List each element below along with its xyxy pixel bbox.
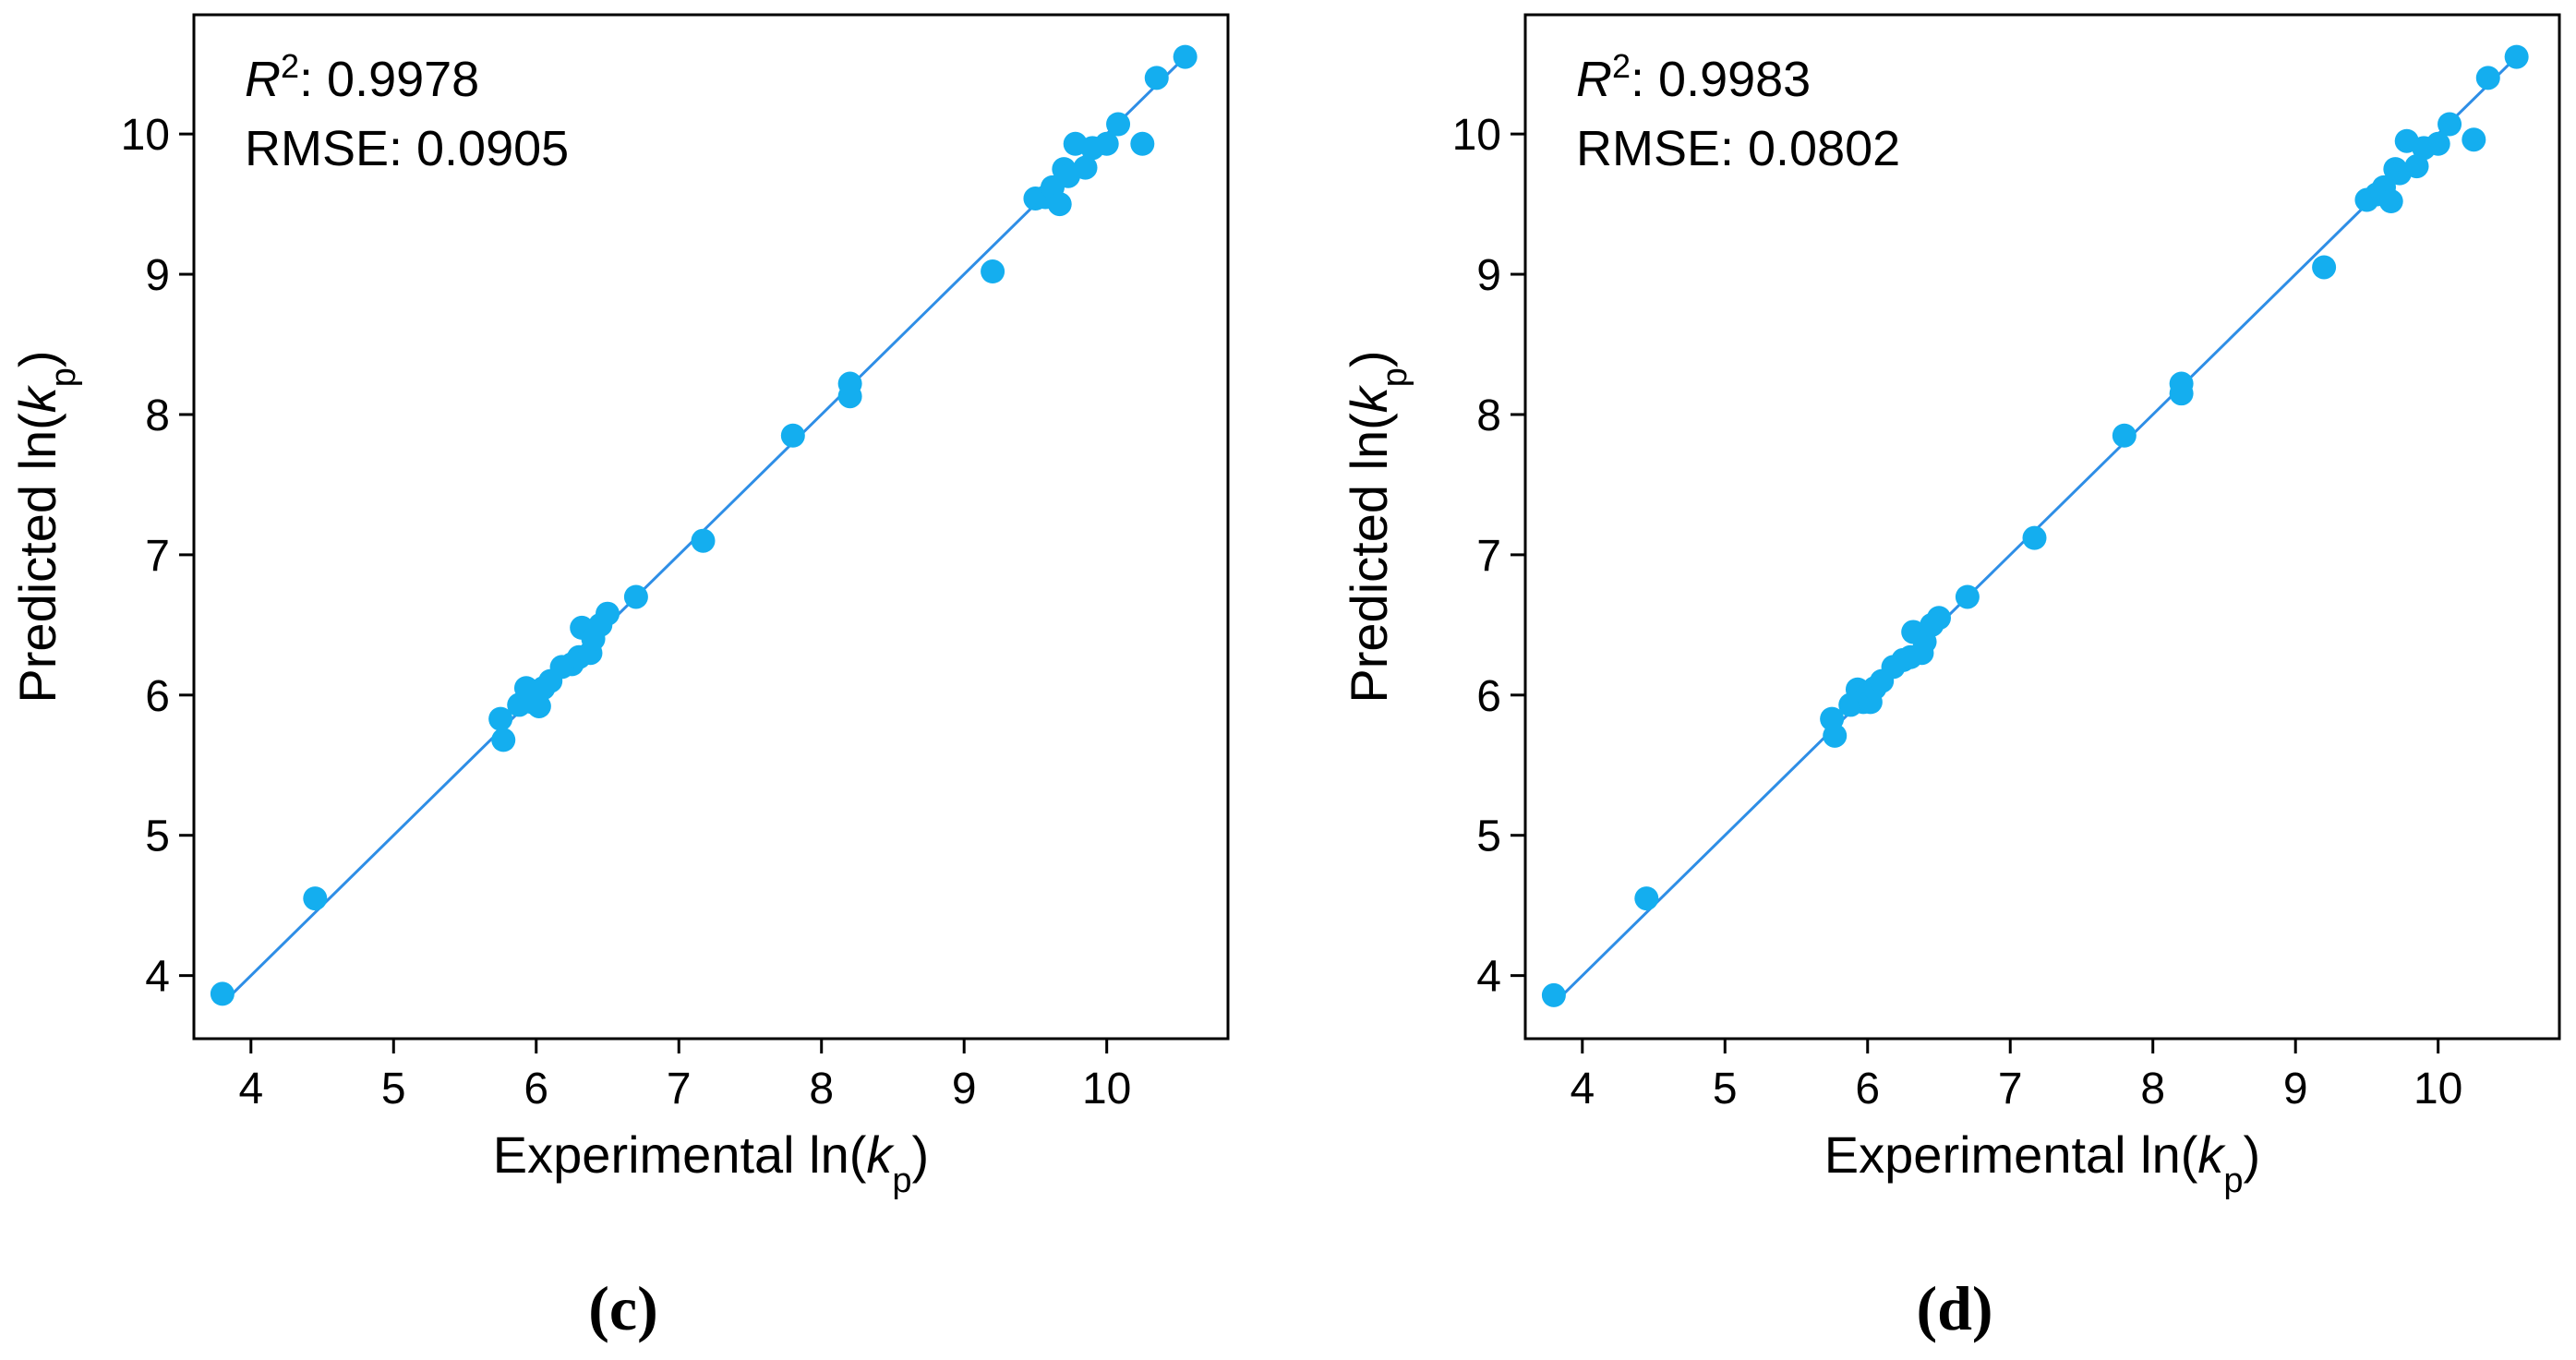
y-tick-label: 6 [145, 672, 170, 721]
rmse-annotation: RMSE: 0.0905 [245, 121, 569, 176]
x-tick-label: 5 [1713, 1065, 1738, 1113]
chart-panel-d: 4 5 6 7 8 9 10 4 5 6 7 8 9 10 R2: 0.9983 RMSE: 0.080… [1340, 13, 2561, 1343]
data-point [1634, 886, 1659, 911]
x-tick-label: 10 [2413, 1065, 2462, 1113]
data-point [2312, 255, 2337, 280]
x-axis-label: Experimental ln(kp) [493, 1125, 929, 1200]
panel-caption: (d) [1916, 1273, 1992, 1343]
data-point [303, 886, 328, 911]
data-point [2022, 525, 2047, 550]
y-tick-label: 5 [145, 812, 170, 861]
y-tick-label: 10 [1452, 111, 1501, 160]
data-point [2438, 112, 2462, 137]
data-point [1173, 44, 1198, 69]
data-point [1106, 112, 1131, 137]
y-tick-label: 7 [1476, 532, 1501, 581]
data-point [981, 259, 1005, 284]
data-point [2426, 131, 2450, 156]
data-point [596, 601, 620, 626]
data-point [1073, 155, 1098, 180]
y-tick-label: 4 [1476, 953, 1501, 1002]
chart-panel-c: 4 5 6 7 8 9 10 4 5 6 7 8 9 10 R2: 0.9978 RMSE: 0.090… [8, 13, 1230, 1343]
data-point [488, 706, 513, 731]
data-point [837, 371, 862, 396]
r2-annotation: R2: 0.9983 [1576, 47, 1811, 108]
data-point [2169, 371, 2194, 396]
data-point [1130, 131, 1155, 156]
x-tick-label: 7 [1998, 1065, 2023, 1113]
y-tick-label: 10 [121, 111, 170, 160]
y-tick-label: 8 [1476, 391, 1501, 440]
y-axis-label: Predicted ln(kp) [1340, 350, 1414, 703]
x-tick-label: 8 [809, 1065, 834, 1113]
data-point [2475, 66, 2500, 90]
x-tick-label: 6 [524, 1065, 548, 1113]
data-point [1955, 584, 1980, 609]
x-tick-label: 8 [2140, 1065, 2165, 1113]
data-point [2378, 189, 2403, 214]
y-tick-label: 9 [1476, 251, 1501, 300]
data-point [1541, 982, 1566, 1007]
data-point [1094, 131, 1119, 156]
data-point [780, 423, 805, 448]
panel-caption: (c) [588, 1273, 657, 1343]
data-point [1823, 723, 1848, 748]
data-point [2112, 423, 2137, 448]
y-tick-label: 8 [145, 391, 170, 440]
x-tick-label: 7 [667, 1065, 692, 1113]
rmse-annotation: RMSE: 0.0802 [1576, 121, 1900, 176]
data-point [526, 693, 551, 718]
y-axis-label: Predicted ln(kp) [8, 350, 83, 703]
data-point [2462, 127, 2486, 152]
data-point [210, 981, 235, 1006]
y-tick-label: 9 [145, 251, 170, 300]
x-tick-label: 9 [952, 1065, 977, 1113]
x-tick-label: 9 [2283, 1065, 2308, 1113]
plot-frame [1523, 13, 2561, 1041]
data-point [1144, 66, 1169, 90]
data-point [1927, 606, 1951, 631]
y-tick-label: 6 [1476, 672, 1501, 721]
data-point [691, 528, 716, 553]
x-tick-label: 4 [238, 1065, 263, 1113]
x-tick-label: 4 [1570, 1065, 1595, 1113]
y-tick-label: 4 [145, 953, 170, 1002]
data-point [1047, 192, 1072, 217]
x-axis-label: Experimental ln(kp) [1824, 1125, 2260, 1200]
data-point [491, 728, 516, 752]
data-point [2504, 44, 2529, 69]
data-point [2404, 154, 2429, 179]
data-point [623, 584, 648, 609]
x-tick-label: 10 [1082, 1065, 1131, 1113]
plot-frame [192, 13, 1230, 1041]
r2-annotation: R2: 0.9978 [245, 47, 479, 108]
y-tick-label: 7 [145, 532, 170, 581]
x-tick-label: 6 [1855, 1065, 1880, 1113]
y-tick-label: 5 [1476, 812, 1501, 861]
x-tick-label: 5 [381, 1065, 406, 1113]
